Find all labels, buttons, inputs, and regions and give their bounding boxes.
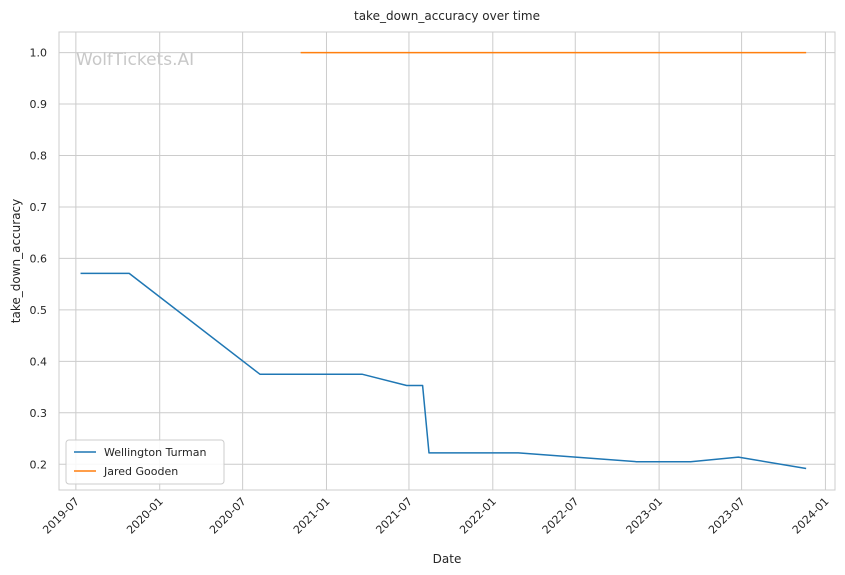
y-tick-label: 0.4 — [30, 355, 48, 368]
y-tick-label: 0.9 — [30, 98, 48, 111]
legend-label: Wellington Turman — [104, 446, 206, 459]
x-tick-label: 2019-07 — [40, 495, 82, 537]
y-tick-label: 0.5 — [30, 304, 48, 317]
x-tick-label: 2020-01 — [124, 495, 166, 537]
watermark: WolfTickets.AI — [76, 50, 194, 70]
y-tick-label: 0.2 — [30, 458, 48, 471]
y-tick-label: 0.8 — [30, 150, 48, 163]
y-tick-label: 0.3 — [30, 407, 48, 420]
x-axis-ticks: 2019-07 2020-01 2020-07 2021-01 2021-07 2022-… — [40, 495, 831, 537]
x-tick-label: 2021-07 — [373, 495, 415, 537]
legend-label: Jared Gooden — [103, 465, 178, 478]
y-tick-label: 0.6 — [30, 252, 48, 265]
series-line-0 — [80, 272, 807, 470]
series-lines — [80, 51, 807, 470]
legend-box — [65, 439, 225, 485]
x-tick-label: 2024-01 — [790, 495, 832, 537]
chart-title: take_down_accuracy over time — [354, 9, 540, 23]
y-axis-label: take_down_accuracy — [9, 199, 23, 323]
y-tick-label: 0.7 — [30, 201, 48, 214]
x-tick-label: 2023-01 — [624, 495, 666, 537]
y-tick-label: 1.0 — [30, 47, 48, 60]
plot-area-frame — [58, 31, 836, 491]
legend: Wellington Turman Jared Gooden — [65, 439, 225, 485]
x-tick-label: 2022-07 — [540, 495, 582, 537]
x-tick-label: 2023-07 — [706, 495, 748, 537]
y-axis-ticks: 0.2 0.3 0.4 0.5 0.6 0.7 0.8 0.9 1.0 — [30, 47, 48, 472]
grid — [59, 32, 835, 490]
x-tick-label: 2021-01 — [291, 495, 333, 537]
x-tick-label: 2020-07 — [207, 495, 249, 537]
x-axis-label: Date — [433, 552, 462, 566]
x-tick-label: 2022-01 — [457, 495, 499, 537]
